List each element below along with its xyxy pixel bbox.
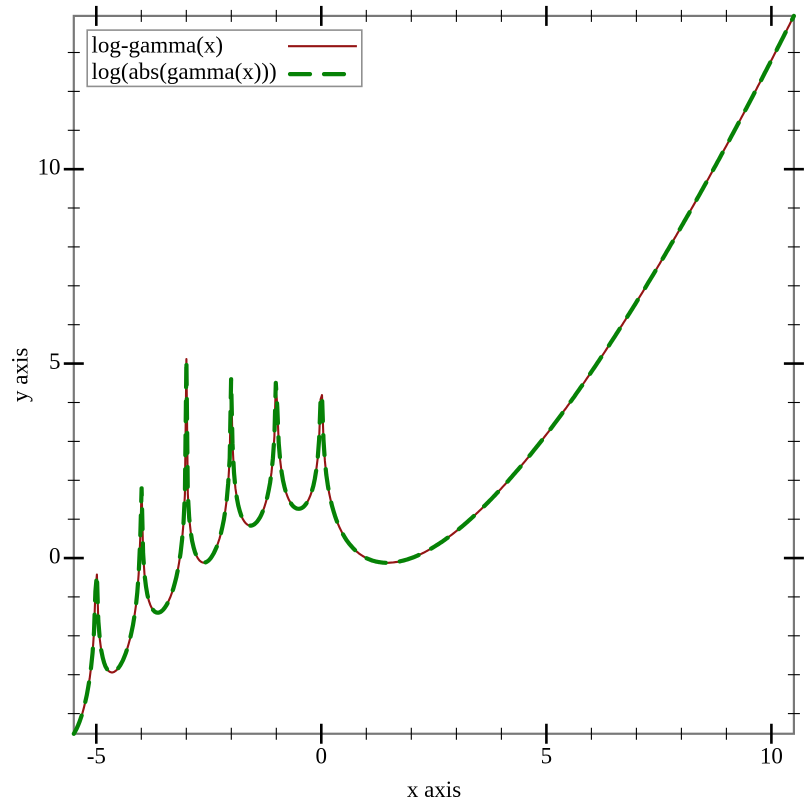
svg-text:5: 5	[541, 744, 553, 769]
svg-text:0: 0	[49, 543, 61, 568]
svg-text:5: 5	[49, 349, 61, 374]
svg-text:10: 10	[38, 155, 61, 180]
svg-text:10: 10	[760, 744, 783, 769]
svg-text:0: 0	[316, 744, 328, 769]
svg-text:x axis: x axis	[407, 777, 461, 802]
svg-text:log(abs(gamma(x))): log(abs(gamma(x)))	[92, 59, 277, 84]
svg-text:-5: -5	[87, 744, 106, 769]
svg-text:y axis: y axis	[8, 348, 33, 402]
svg-text:log-gamma(x): log-gamma(x)	[92, 33, 224, 58]
